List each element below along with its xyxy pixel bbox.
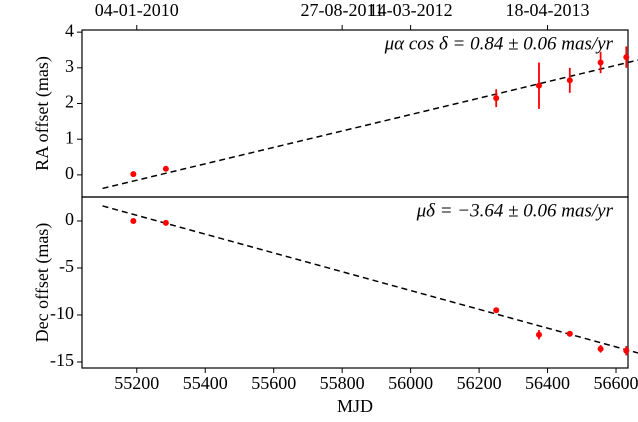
x-tick-label: 56400: [525, 373, 570, 393]
y-tick-label: 3: [65, 56, 74, 76]
data-point: [623, 347, 630, 354]
fit-line: [102, 59, 638, 190]
x2-tick-label: 18-04-2013: [506, 0, 590, 20]
data-point: [566, 330, 573, 337]
y-tick-label: -5: [59, 256, 74, 276]
y-tick-label: 0: [65, 209, 74, 229]
x-tick-label: 55400: [183, 373, 228, 393]
x-tick-label: 55800: [320, 373, 365, 393]
axes-frame: [81, 196, 629, 369]
y-axis-label: Dec offset (mas): [32, 223, 53, 343]
data-point: [535, 82, 542, 89]
x-tick-label: 56200: [457, 373, 502, 393]
x-tick-label: 55200: [114, 373, 159, 393]
x-tick-label: 55600: [251, 373, 296, 393]
x-tick-label: 56000: [388, 373, 433, 393]
data-point: [130, 217, 137, 224]
y-tick-label: 4: [65, 20, 74, 40]
data-point: [623, 54, 630, 61]
data-point: [597, 345, 604, 352]
y-tick-label: 0: [65, 163, 74, 183]
annotation: μδ = −3.64 ± 0.06 mas/yr: [416, 200, 614, 221]
y-tick-label: 2: [65, 92, 74, 112]
data-point: [493, 307, 500, 314]
x2-tick-label: 27-08-2011: [300, 0, 383, 20]
data-point: [597, 59, 604, 66]
data-point: [493, 95, 500, 102]
fit-line: [102, 205, 638, 354]
y-axis-label: RA offset (mas): [32, 56, 53, 171]
y-tick-label: 1: [65, 127, 74, 147]
x-axis-label: MJD: [337, 396, 373, 416]
x-tick-label: 56600: [594, 373, 638, 393]
y-tick-label: -10: [50, 303, 74, 323]
axes-frame: [81, 29, 629, 198]
data-point: [130, 171, 137, 178]
data-point: [162, 165, 169, 172]
data-point: [162, 219, 169, 226]
y-tick-label: -15: [50, 350, 74, 370]
data-point: [535, 331, 542, 338]
annotation: μα cos δ = 0.84 ± 0.06 mas/yr: [384, 33, 614, 54]
data-point: [566, 77, 573, 84]
x2-tick-label: 04-01-2010: [95, 0, 179, 20]
x2-tick-label: 14-03-2012: [369, 0, 453, 20]
